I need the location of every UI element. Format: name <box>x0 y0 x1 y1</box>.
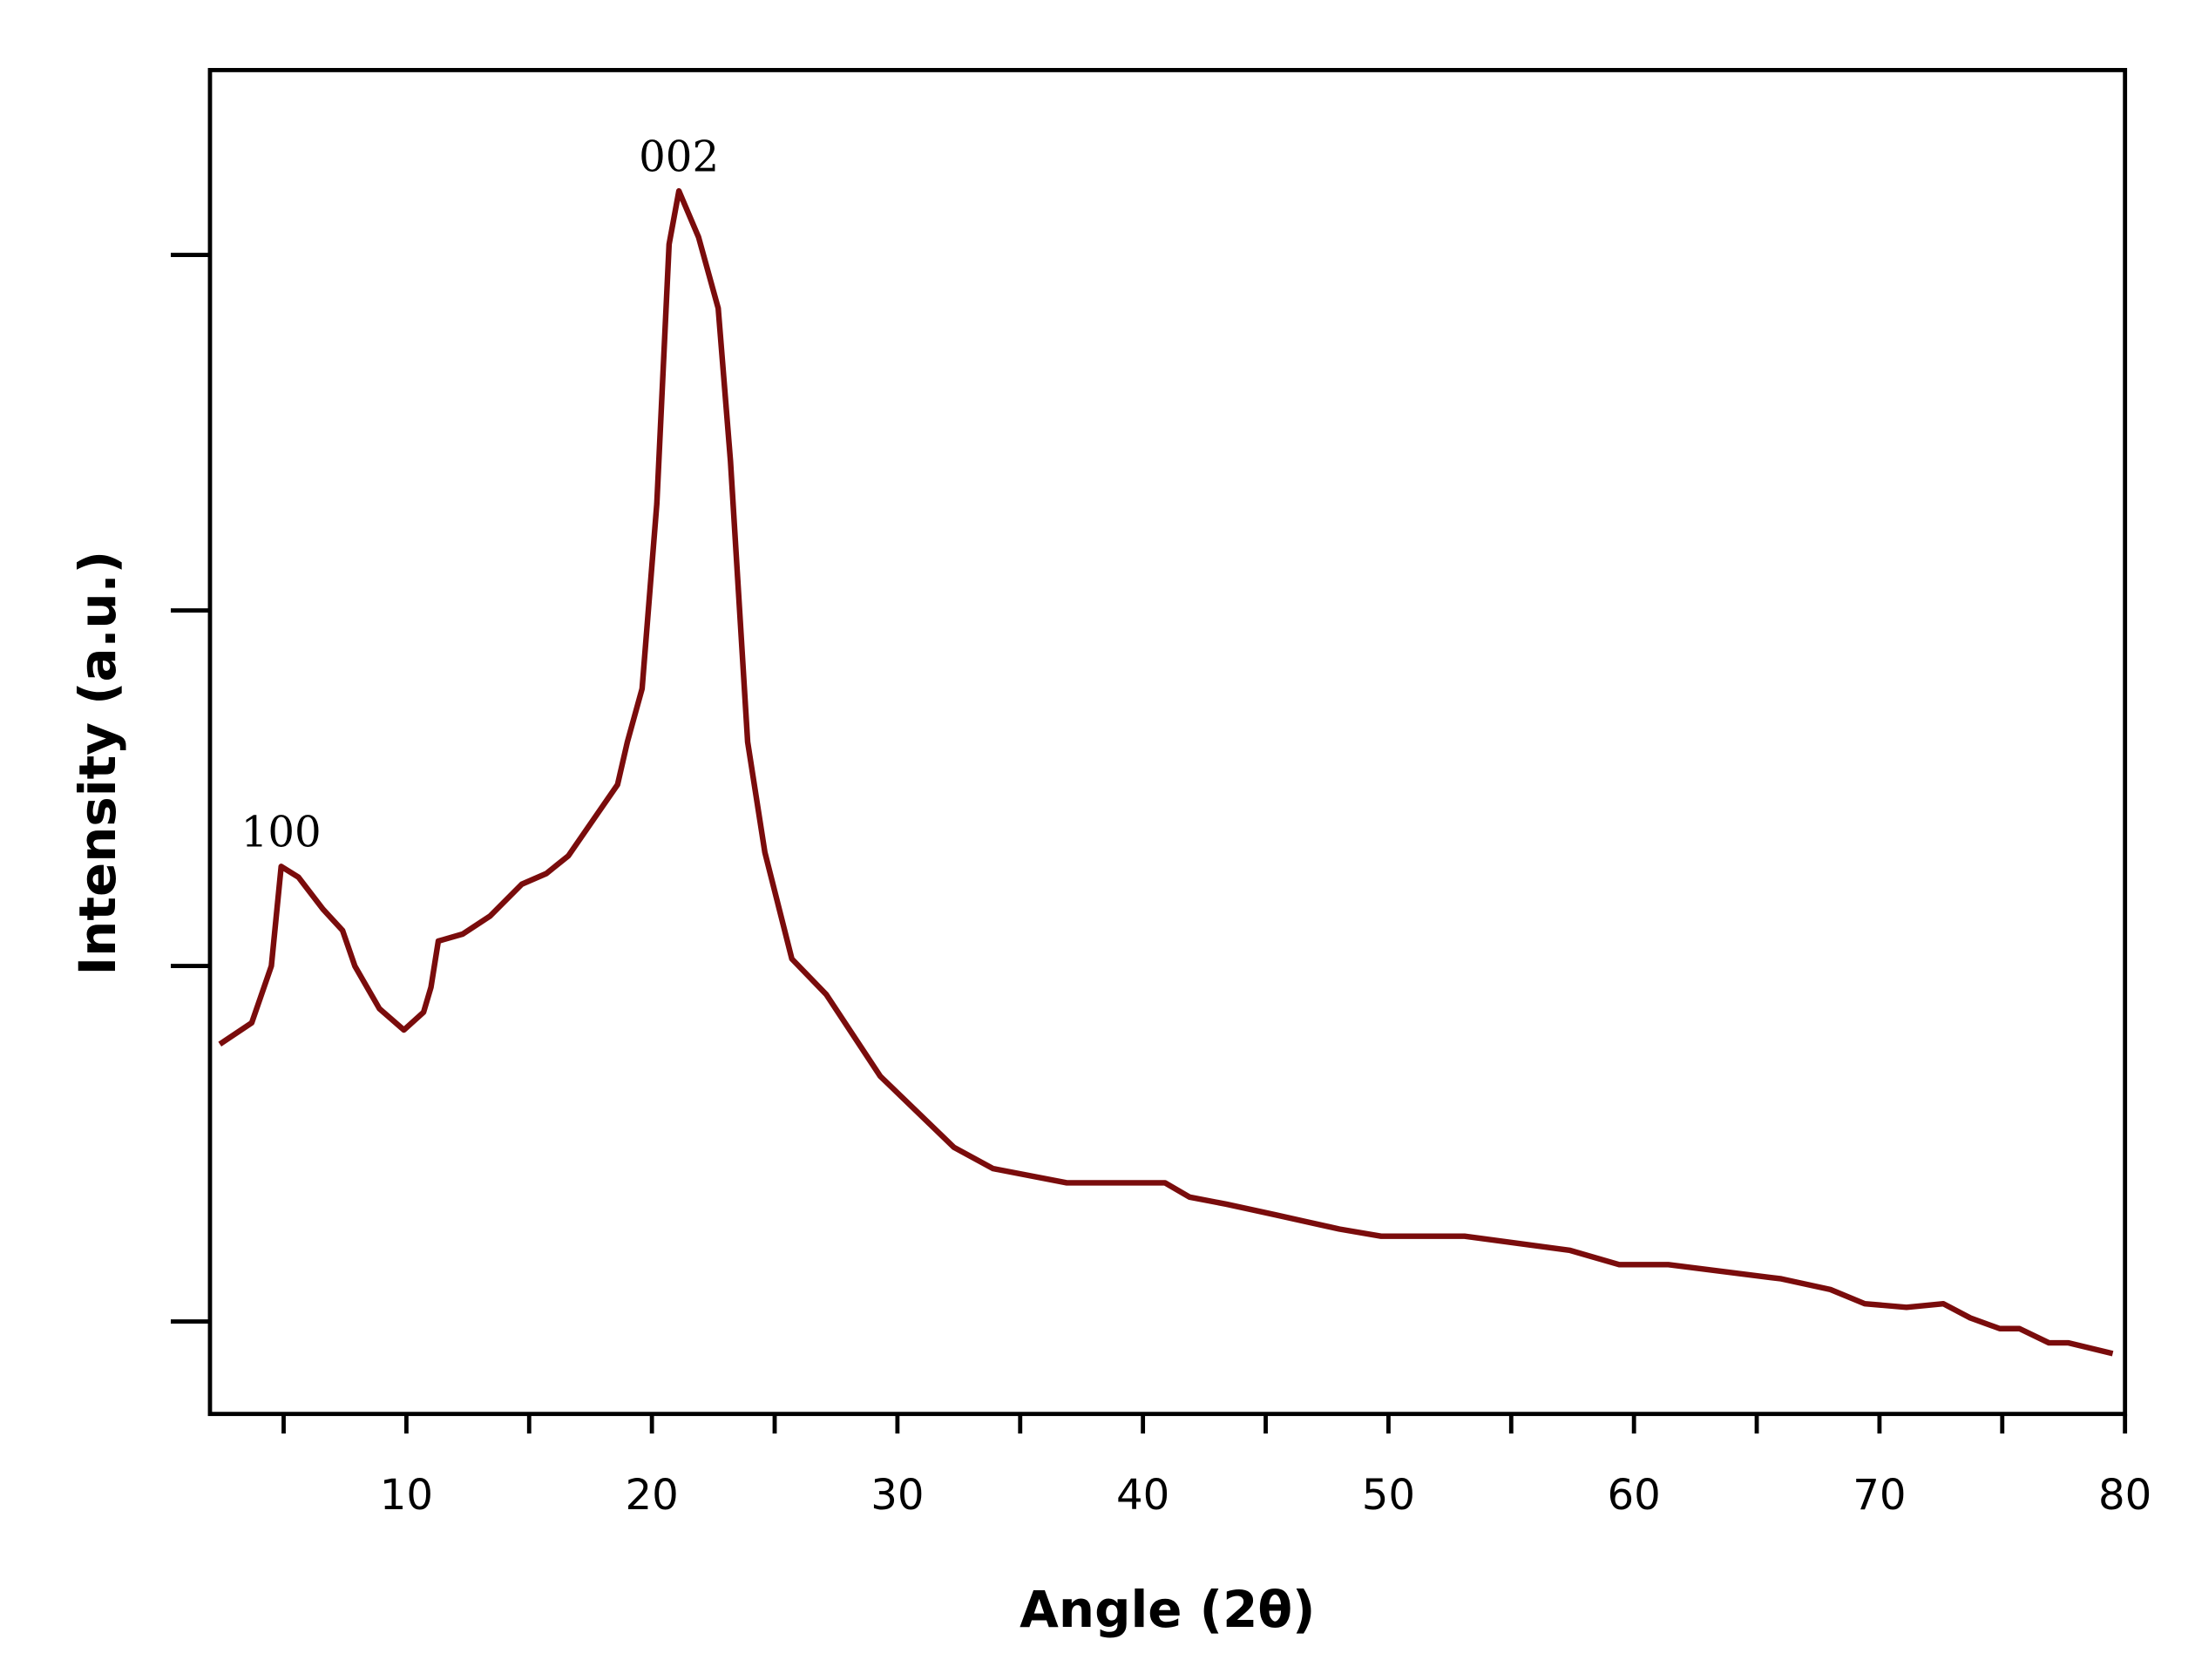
x-tick-label: 60 <box>1607 1471 1660 1520</box>
x-tick-label: 50 <box>1362 1471 1415 1520</box>
x-tick-label: 30 <box>871 1471 924 1520</box>
data-line <box>218 187 2114 1357</box>
peak-annotation: 100 <box>241 809 322 857</box>
x-tick-label: 20 <box>625 1471 678 1520</box>
x-tick-label: 80 <box>2098 1471 2151 1520</box>
plot-frame <box>207 68 2128 1417</box>
x-tick-label: 40 <box>1116 1471 1169 1520</box>
y-axis-label: Intensity (a.u.) <box>68 551 127 975</box>
x-tick-label: 10 <box>380 1471 433 1520</box>
x-axis-label: Angle (2θ) <box>1020 1580 1315 1639</box>
peak-annotation: 002 <box>639 132 719 181</box>
x-tick-label: 70 <box>1853 1471 1906 1520</box>
